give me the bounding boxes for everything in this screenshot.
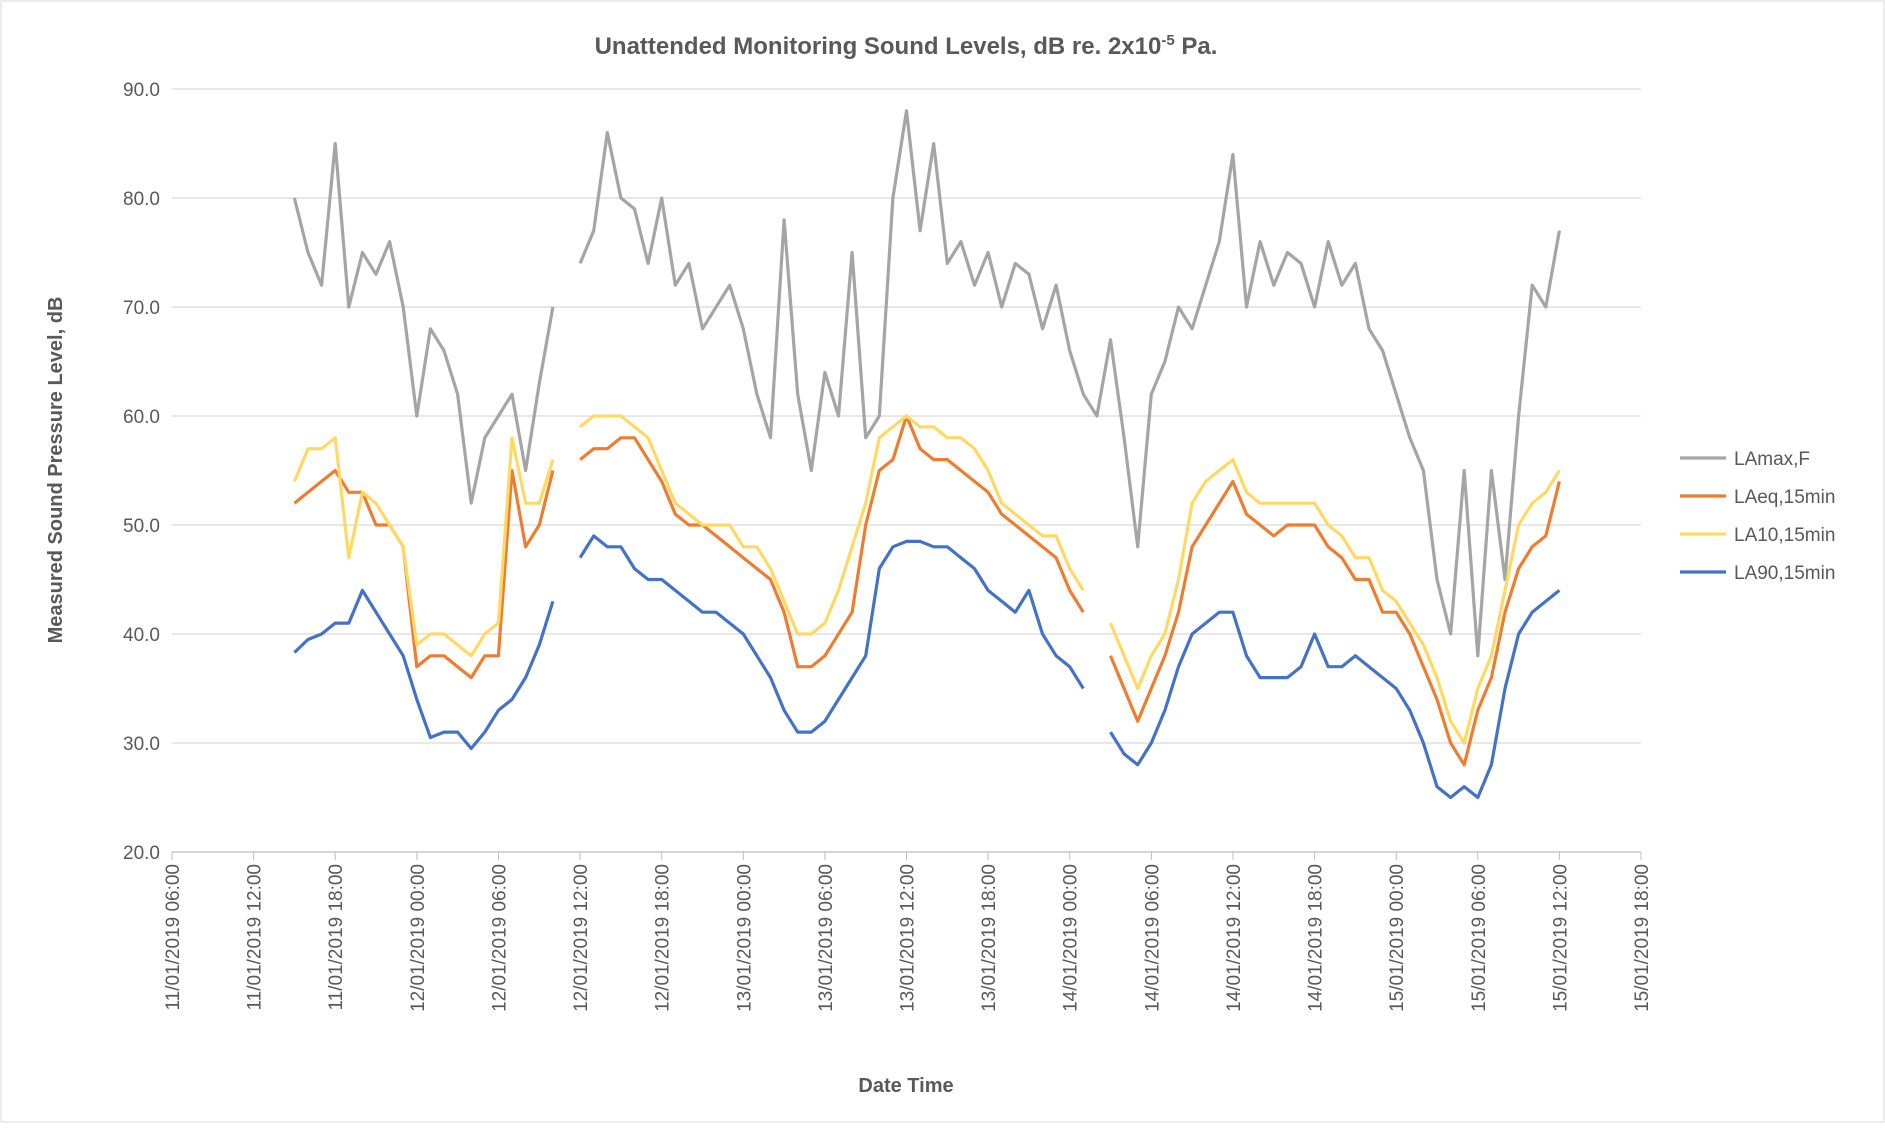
x-tick-label: 13/01/2019 12:00 (898, 864, 919, 1012)
title-superscript: -5 (1161, 32, 1174, 49)
y-tick-label: 80.0 (123, 189, 160, 210)
x-tick-label: 14/01/2019 06:00 (1142, 864, 1163, 1012)
x-axis-label: Date Time (858, 1075, 953, 1097)
x-tick-label: 14/01/2019 00:00 (1061, 864, 1082, 1012)
x-tick-label: 15/01/2019 12:00 (1550, 864, 1571, 1012)
x-tick-label: 15/01/2019 06:00 (1469, 864, 1490, 1012)
x-tick-label: 15/01/2019 00:00 (1387, 864, 1408, 1012)
x-tick-label: 12/01/2019 06:00 (489, 864, 510, 1012)
x-tick-label: 11/01/2019 18:00 (326, 864, 347, 1011)
y-axis-label: Measured Sound Pressure Level, dB (45, 297, 67, 644)
series-line (292, 109, 1561, 658)
y-tick-label: 90.0 (123, 80, 160, 101)
x-tick-label: 14/01/2019 18:00 (1306, 864, 1327, 1012)
legend-label: LAmax,F (1734, 449, 1810, 470)
x-tick-label: 12/01/2019 18:00 (653, 864, 674, 1012)
y-tick-label: 50.0 (123, 516, 160, 537)
x-tick-label: 13/01/2019 06:00 (816, 864, 837, 1012)
x-tick-label: 12/01/2019 12:00 (571, 864, 592, 1012)
title-suffix: Pa. (1175, 33, 1218, 60)
x-tick-label: 15/01/2019 18:00 (1632, 864, 1653, 1012)
x-tick-label: 13/01/2019 18:00 (979, 864, 1000, 1012)
series-line (293, 414, 1561, 767)
y-tick-label: 60.0 (123, 407, 160, 428)
y-tick-label: 40.0 (123, 625, 160, 646)
x-tick-label: 11/01/2019 06:00 (163, 864, 184, 1011)
series-line (292, 414, 1561, 745)
x-tick-label: 12/01/2019 00:00 (408, 864, 429, 1012)
x-tick-label: 11/01/2019 12:00 (245, 864, 266, 1011)
y-tick-label: 70.0 (123, 298, 160, 319)
y-tick-label: 30.0 (123, 734, 160, 755)
x-tick-label: 14/01/2019 12:00 (1224, 864, 1245, 1012)
title-main: Unattended Monitoring Sound Levels, dB r… (595, 33, 1162, 60)
legend-label: LAeq,15min (1734, 487, 1835, 508)
y-tick-label: 20.0 (123, 843, 160, 864)
legend-label: LA90,15min (1734, 563, 1835, 584)
legend-label: LA10,15min (1734, 525, 1835, 546)
x-tick-label: 13/01/2019 00:00 (734, 864, 755, 1012)
chart-title: Unattended Monitoring Sound Levels, dB r… (595, 32, 1218, 60)
series-line (293, 534, 1561, 800)
